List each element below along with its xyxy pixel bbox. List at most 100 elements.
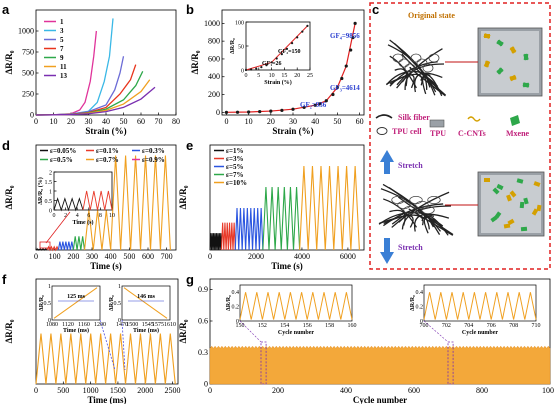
panel-e-legend-label: ε=3% [226,155,243,163]
panel-a-frame [35,9,177,116]
panel-f-inset-ytick: 0.5 [44,301,52,307]
panel-g-zoom-box [260,341,267,385]
panel-b-ytick-label: 200 [208,90,220,99]
panel-f-xtick-label: 1500 [110,386,126,395]
tpu-cell-icon [376,127,388,135]
panel-d-xtick-label: 500 [123,252,135,261]
legend-c-cnts-label: C-CNTs [458,129,486,138]
panel-d-inset-xtick-label: 4 [76,213,79,219]
silk-fiber-strand [383,198,418,228]
panel-g-inset-xlabel: Cycle number [278,330,314,336]
panel-g-connector [239,320,262,343]
panel-e-xtick-label: 6000 [340,252,356,261]
panel-f-series [35,333,176,385]
panel-g-inset-ytick: 0.2 [232,305,240,311]
panel-d-inset-series [53,197,84,212]
c-cnt-fiber [483,33,491,39]
panel-g-xtick-label: 1000 [542,386,554,395]
panel-b-ytick-label: 0 [216,108,220,117]
panel-b-inset-bg [246,22,310,70]
panel-d-frame [35,144,177,251]
composite-block-bottom [477,171,545,237]
panel-a-legend-label: 9 [60,54,64,62]
mxene-flake [516,178,524,184]
panel-d-inset-xtick-label: 0 [53,213,56,219]
panel-b-xtick-label: 0 [224,117,228,126]
panel-e-ylabel: ΔR/R₀ [178,185,188,209]
tpu-cell [398,58,410,68]
panel-b-inset-point [244,68,248,72]
silk-fiber-icon [375,114,393,119]
panel-b-inset-xtick-label: 5 [257,73,260,79]
mxene-flake [496,67,504,75]
panel-f-inset-ytick: 1 [118,284,121,290]
panel-d-xtick-label: 600 [142,252,154,261]
panel-a-xtick-label: 0 [34,117,38,126]
panel-d-xtick-label: 400 [105,252,117,261]
c-cnt-fiber [510,46,516,54]
panel-a-ylabel: ΔR/R₀ [4,50,14,74]
panel-b-inset-point [260,66,263,69]
panel-b-data-point [235,110,240,114]
panel-b-ylabel: ΔR/R₀ [190,50,200,74]
mxene-flake [496,39,504,47]
panel-b-xtick-label: 20 [267,117,275,126]
legend-silk-fiber-label: Silk fiber [398,113,430,122]
panel-g-inset-xtick: 158 [325,323,334,329]
panel-b-inset-ylabel: ΔR/R₀ [230,38,236,54]
panel-b-data-point [344,64,348,68]
panel-a-legend-label: 1 [60,18,64,26]
tpu-cell [421,205,435,214]
tpu-cell [422,63,434,73]
panel-d-xtick-label: 700 [161,252,173,261]
mxene-flake [523,53,529,61]
panel-g-inset-xtick: 706 [487,323,496,329]
panel-b-inset-xtick-label: 10 [269,73,275,79]
panel-b-data-point [353,21,357,25]
panel-b-inset-xtick-label: 0 [245,73,248,79]
panel-d-legend-label: ε=0.1% [96,147,119,155]
panel-f-xtick-label: 0 [34,386,38,395]
tpu-cell [392,53,404,63]
silk-fiber-strand [413,72,443,93]
panel-f-xtick-label: 1000 [83,386,99,395]
panel-g-inset-xtick: 710 [532,323,541,329]
c-cnts-icon [467,116,481,122]
mxene-flake [496,183,504,191]
panel-f-ylabel: ΔR/R₀ [4,319,14,343]
panel-f-inset-xtick: 1080 [46,322,58,328]
panel-e-series [209,233,223,251]
panel-d-series [35,248,48,251]
panel-e-legend-label: ε=1% [226,147,243,155]
panel-e-series [220,222,236,251]
panel-f-inset-ylabel: ΔR/R₀ [39,295,45,311]
panel-a-legend-label: 5 [60,36,64,44]
panel-b-data-point [302,105,306,110]
mxene-flake [492,187,500,195]
panel-a-xtick-label: 60 [137,117,145,126]
panel-f-inset-xlabel: Time (ms) [133,327,159,334]
panel-b-ytick-label: 1000 [204,19,220,28]
panel-g-ytick-label: 0.3 [198,348,208,357]
panel-g-inset-ytick: 0 [420,319,423,325]
mxene-flake [520,226,528,232]
panel-b-inset-ytick-label: 0 [241,69,244,75]
stretch-arrow-up [380,150,394,174]
panel-b-data-point [224,110,229,114]
panel-b-data-point [351,35,355,40]
silk-fiber-strand [397,196,454,236]
panel-b-ytick-label: 800 [208,37,220,46]
panel-g-xtick-label: 600 [408,386,420,395]
panel-a-chart: 0 10 20 30 40 50 60 70 80 0 250 500 750 1000 Strain (%… [4,9,180,136]
panel-b-xtick-label: 50 [333,117,341,126]
panel-b-inset-point [270,61,273,64]
panel-f-inset-annotation: 146 ms [137,294,155,300]
panel-b-inset-xtick-label: 20 [294,73,300,79]
panel-f-inset-xtick: 1120 [62,322,74,328]
c-cnt-fiber [509,75,517,81]
panel-b-inset-point [250,68,253,71]
panel-b-data-point [313,103,317,107]
panel-g-inset-xtick: 154 [280,323,289,329]
